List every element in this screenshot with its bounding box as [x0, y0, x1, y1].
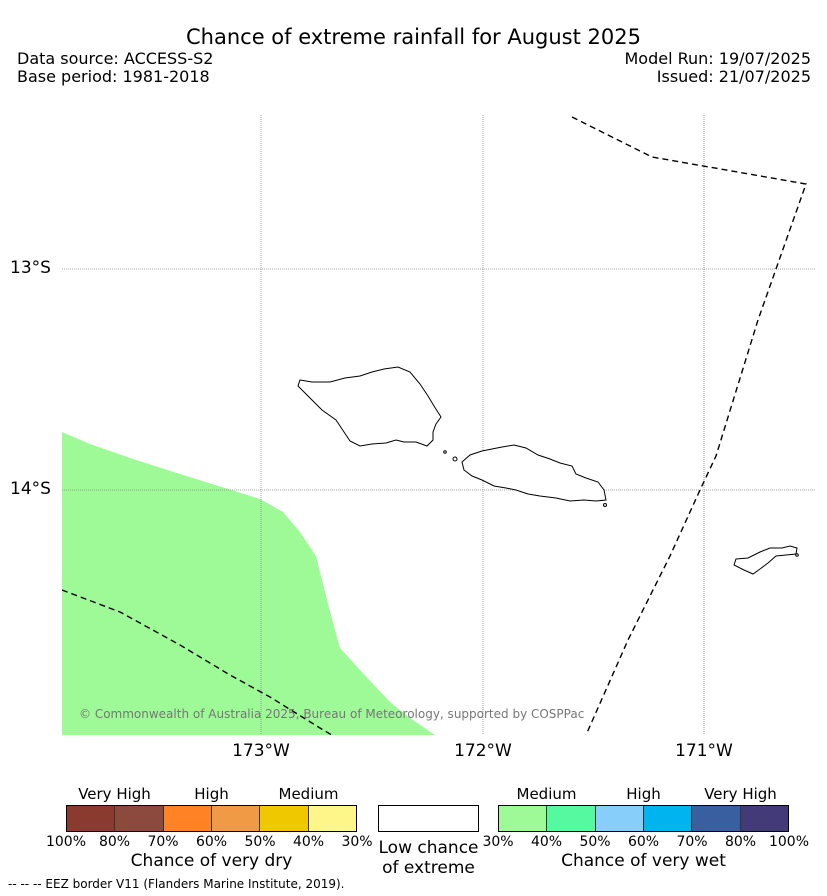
wet-probability-region [62, 432, 435, 735]
lat-label-13s: 13°S [10, 258, 51, 278]
map-canvas: © Commonwealth of Australia 2025, Bureau… [62, 115, 815, 735]
low-chance-box [378, 805, 479, 832]
map-attribution: © Commonwealth of Australia 2025, Bureau… [79, 707, 584, 721]
wet-tick-label: 50% [579, 834, 611, 850]
lon-label-173w: 173°W [232, 741, 290, 761]
low-chance-label-line1: Low chance [378, 838, 479, 858]
lat-label-14s: 14°S [10, 479, 51, 499]
dry-colorbar-title: Chance of very dry [130, 851, 293, 871]
wet-colorbar [498, 805, 789, 832]
dry-swatch-2 [162, 806, 211, 831]
issued-label: Issued: 21/07/2025 [656, 67, 811, 86]
dry-tick-label: 60% [195, 834, 228, 850]
dry-tick-label: 100% [45, 834, 87, 850]
data-source-label: Data source: ACCESS-S2 [17, 49, 214, 68]
wet-swatch-4 [691, 806, 740, 831]
wet-tick-label: 30% [482, 834, 514, 850]
map-title: Chance of extreme rainfall for August 20… [186, 25, 641, 49]
dry-colorbar [66, 805, 357, 832]
upolu-island [461, 444, 607, 502]
model-run-label: Model Run: 19/07/2025 [624, 49, 812, 68]
dry-swatch-1 [114, 806, 163, 831]
dry-tick-label: 30% [341, 834, 373, 850]
dry-tick-label: 50% [244, 834, 276, 850]
apolima-islet [452, 456, 458, 462]
dry-medium-label: Medium [278, 785, 339, 803]
dry-very-high-label: Very High [78, 785, 151, 803]
eez-footnote: -- -- -- EEZ border V11 (Flanders Marine… [8, 877, 345, 891]
dry-swatch-4 [259, 806, 308, 831]
dry-swatch-0 [67, 806, 115, 831]
manono-islet [443, 450, 447, 454]
dry-high-label: High [194, 785, 229, 803]
wet-tick-label: 40% [530, 834, 563, 850]
lon-label-171w: 171°W [675, 741, 733, 761]
low-chance-label-line2: of extreme [382, 858, 475, 878]
dry-tick-label: 70% [147, 834, 179, 850]
dry-swatch-5 [307, 806, 356, 831]
wet-colorbar-title: Chance of very wet [561, 851, 726, 871]
islet-east [603, 503, 607, 507]
islet-tutuila [795, 553, 799, 557]
wet-swatch-3 [642, 806, 692, 831]
wet-tick-label: 100% [768, 834, 810, 850]
wet-medium-label: Medium [516, 785, 577, 803]
wet-high-label: High [626, 785, 661, 803]
wet-tick-label: 80% [724, 834, 757, 850]
tutuila-island [733, 545, 798, 575]
wet-swatch-5 [739, 806, 788, 831]
base-period-label: Base period: 1981-2018 [17, 67, 210, 86]
eez-border [62, 116, 807, 735]
graticule [62, 115, 815, 735]
wet-swatch-2 [594, 806, 643, 831]
wet-very-high-label: Very High [704, 785, 777, 803]
wet-tick-label: 60% [627, 834, 660, 850]
wet-swatch-1 [546, 806, 595, 831]
dry-tick-label: 40% [292, 834, 325, 850]
wet-swatch-0 [499, 806, 547, 831]
savaii-island [297, 366, 442, 447]
dry-tick-label: 80% [98, 834, 131, 850]
lon-label-172w: 172°W [454, 741, 512, 761]
dry-swatch-3 [210, 806, 260, 831]
wet-tick-label: 70% [676, 834, 708, 850]
